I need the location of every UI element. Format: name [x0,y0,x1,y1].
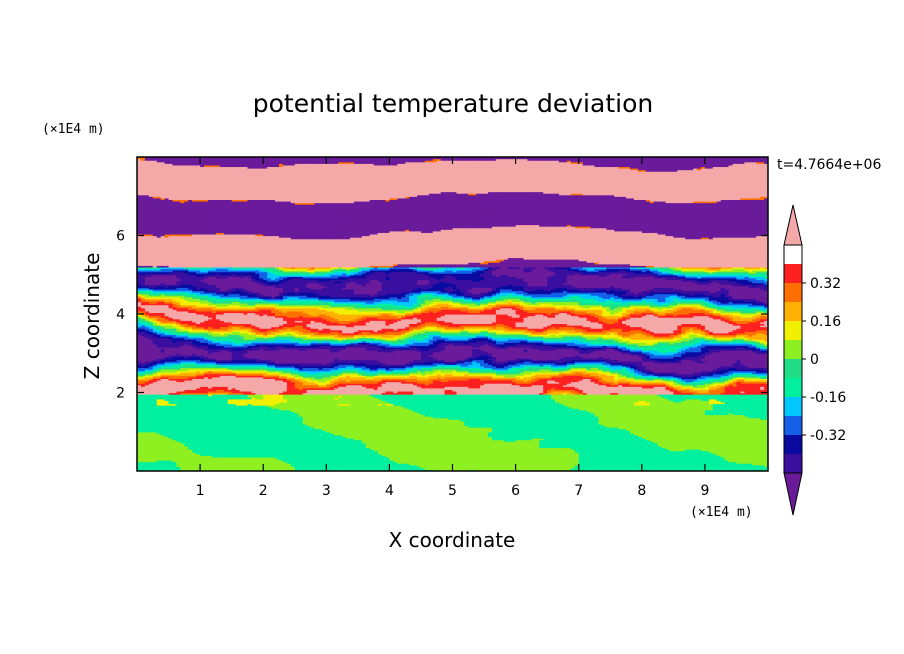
contour-field [137,157,769,472]
